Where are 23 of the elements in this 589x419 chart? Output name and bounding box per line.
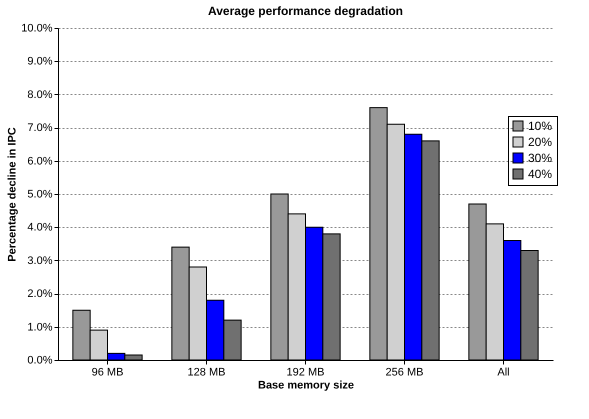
x-axis-title: Base memory size [258, 380, 354, 392]
legend-label: 20% [528, 135, 552, 149]
x-tick-label: 128 MB [188, 366, 226, 378]
y-tick-label: 6.0% [27, 155, 53, 168]
x-tick-label: 256 MB [386, 366, 424, 378]
legend-label: 40% [528, 167, 552, 181]
x-tick-label: All [497, 366, 510, 378]
legend-label: 10% [528, 119, 552, 133]
y-tick-label: 5.0% [27, 188, 53, 200]
y-tick-label: 1.0% [27, 321, 53, 334]
y-tick-label: 4.0% [27, 222, 53, 234]
legend-label: 30% [528, 151, 552, 165]
y-tick-label: 7.0% [27, 122, 53, 134]
x-tick-label: 96 MB [92, 366, 124, 378]
y-tick-label: 10.0% [21, 22, 53, 34]
y-tick-label: 2.0% [27, 288, 53, 300]
y-tick-label: 0.0% [27, 354, 53, 366]
x-tick-label: 192 MB [286, 366, 324, 378]
y-tick-label: 8.0% [27, 88, 53, 101]
chart-title: Average performance degradation [208, 4, 403, 18]
y-axis-title: Percentage decline in IPC [6, 127, 18, 262]
y-tick-label: 9.0% [27, 56, 53, 68]
y-tick-label: 3.0% [27, 254, 53, 267]
